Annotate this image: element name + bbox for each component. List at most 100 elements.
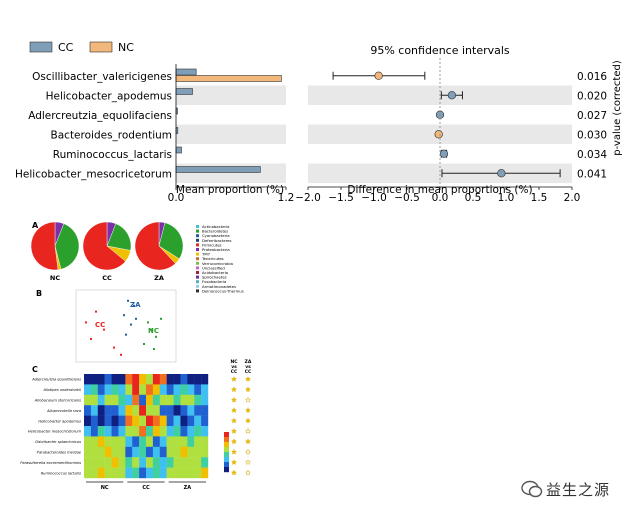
heatmap-cell: [84, 436, 92, 447]
significance-star: [230, 396, 238, 403]
heatmap-cell: [166, 446, 174, 458]
heatmap-cell: [166, 374, 174, 385]
pie-legend-swatch: [196, 225, 199, 228]
bar-cc: [175, 146, 182, 154]
pie-legend-label: Tenericutes: [201, 256, 224, 261]
pie-slice: [106, 223, 132, 251]
significance-star: [230, 407, 238, 414]
heatmap-cell: [97, 374, 105, 385]
heatmap-cell: [180, 446, 188, 458]
pie-legend-swatch: [196, 257, 199, 261]
significance-star: [230, 375, 238, 382]
watermark-text: 益生之源: [546, 481, 611, 499]
heatmap-cell: [104, 374, 112, 385]
heatmap-cell: [146, 436, 154, 447]
panel-a-label: A: [32, 221, 39, 230]
heatmap-cell: [194, 384, 202, 395]
pie-slice: [54, 223, 80, 270]
legend-swatch-cc: [29, 41, 53, 53]
heatmap-cell: [159, 374, 167, 385]
heatmap-cell: [118, 394, 126, 406]
colorbar-segment: [224, 452, 229, 458]
category-label: Adlercreutzia_equolifaciens: [28, 110, 172, 122]
heatmap-cell: [180, 394, 188, 406]
diff-point: [439, 149, 449, 158]
heatmap-cell: [132, 394, 140, 406]
comparison-label: vs: [231, 365, 237, 370]
pie-label: NC: [50, 274, 60, 282]
heatmap-cell: [111, 394, 119, 406]
pie-legend-label: Firmicutes: [202, 242, 222, 247]
heatmap-cell: [201, 426, 209, 437]
heatmap-cell: [201, 467, 209, 479]
heatmap-cell: [97, 415, 105, 427]
significance-star: [244, 375, 252, 382]
heatmap-cell: [159, 405, 167, 416]
xlabel-difference: Difference in mean proportions (%): [347, 184, 532, 196]
heatmap-cell: [104, 457, 112, 468]
scatter-point: [85, 321, 87, 324]
heatmap-cell: [146, 374, 154, 385]
heatmap-cell: [146, 467, 154, 479]
diff-point: [497, 169, 506, 178]
heatmap-cell: [173, 384, 181, 395]
heatmap-cell: [146, 457, 154, 468]
scatter-point: [130, 323, 132, 326]
wechat-logo-icon: [521, 480, 543, 498]
heatmap-cell: [84, 426, 92, 437]
x-tick-label: −2.0: [295, 192, 321, 204]
xlabel-mean-proportion: Mean proportion (%): [176, 184, 284, 196]
comparison-label: CC: [231, 369, 238, 375]
heatmap-cell: [146, 405, 154, 416]
heatmap-cell: [187, 446, 195, 458]
pvalue-axis-label: p-value (corrected): [612, 60, 623, 156]
difference-panel: −2.0 −1.5 −1.0 −0.5 0.0 0.5 1.0 1.5 2.0: [295, 58, 580, 204]
diff-point: [374, 71, 383, 80]
scatter-point: [133, 304, 135, 307]
comparison-label: ZA: [245, 359, 252, 365]
significance-star: [244, 407, 252, 414]
heatmap-cell: [97, 384, 105, 395]
heatmap-cell: [139, 405, 147, 416]
heatmap-cell: [111, 446, 119, 458]
heatmap-cell: [173, 436, 181, 447]
heatmap-cell: [132, 426, 140, 437]
heatmap-cell: [159, 436, 167, 447]
heatmap-cell: [159, 394, 167, 406]
heatmap-cell: [104, 384, 112, 395]
heatmap-cell: [97, 446, 105, 458]
heatmap-cell: [125, 374, 133, 385]
heatmap-cell: [111, 405, 119, 416]
scatter-point: [123, 314, 125, 317]
panel-b-label: B: [36, 289, 42, 298]
pie-slice: [158, 222, 184, 260]
heatmap-cell: [84, 405, 92, 416]
comparison-label: NC: [230, 359, 238, 365]
heatmap-cell: [118, 374, 126, 385]
heatmap-cell: [84, 394, 92, 406]
heatmap-cell: [194, 405, 202, 416]
scatter-point: [95, 310, 97, 313]
heatmap-cell: [187, 457, 195, 468]
pvalue: 0.030: [577, 129, 607, 141]
category-label: Helicobacter_mesocricetorum: [15, 168, 172, 180]
heatmap-cell: [159, 384, 167, 395]
scatter-point: [143, 343, 145, 345]
pie-slice: [82, 221, 126, 271]
heatmap-cell: [97, 436, 105, 447]
scatter-point: [153, 348, 155, 351]
heatmap-cell: [173, 394, 181, 406]
panel-c-label: C: [32, 365, 38, 374]
pie-legend-swatch: [196, 261, 199, 265]
pie-legend-label: Bacteroidetes: [202, 229, 228, 234]
heatmap-cell: [104, 446, 112, 458]
heatmap-cell: [139, 446, 147, 458]
scatter-point: [127, 299, 129, 302]
heatmap-cell: [173, 467, 181, 479]
heatmap-cell: [84, 446, 92, 458]
x-tick-label: 0.5: [465, 192, 482, 204]
heatmap-cell: [139, 384, 147, 395]
scatter-point: [155, 335, 157, 338]
bar-cc: [175, 88, 193, 95]
pvalue: 0.027: [577, 110, 607, 122]
